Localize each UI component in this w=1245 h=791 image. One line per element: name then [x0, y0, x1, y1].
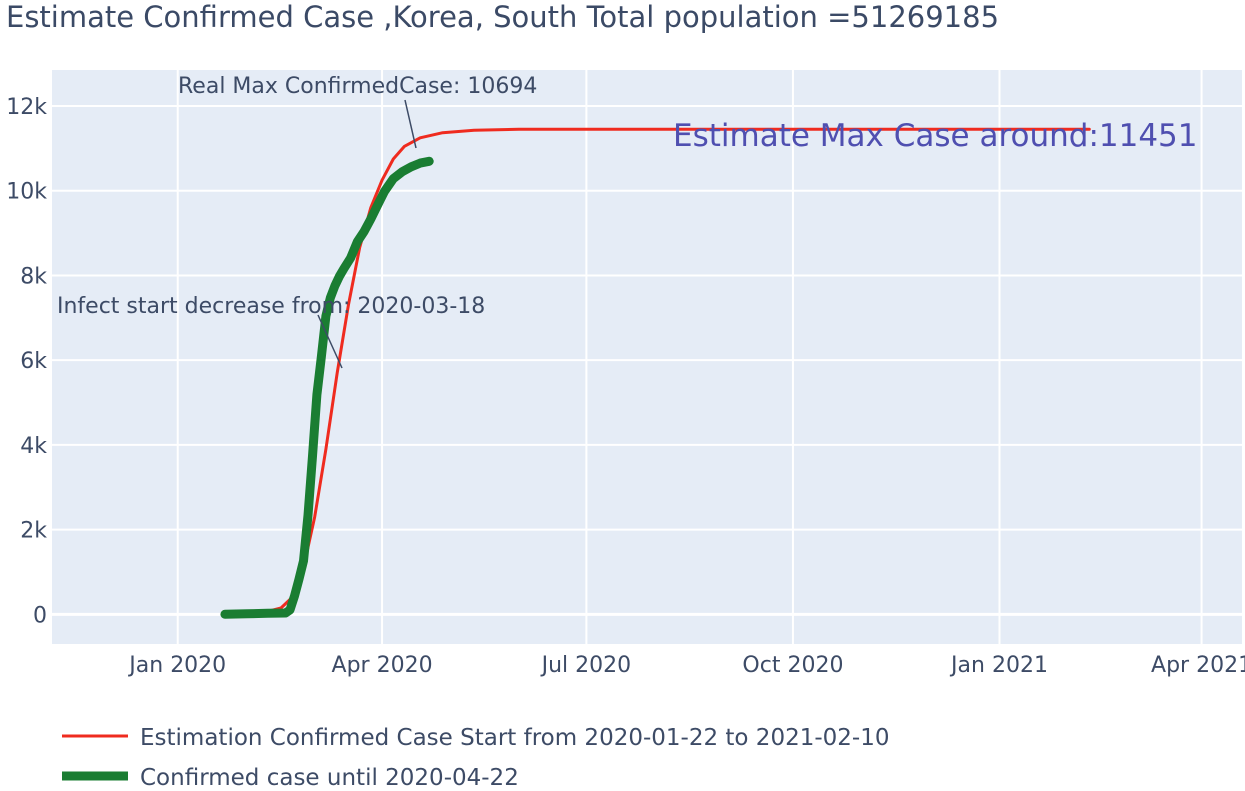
y-tick-label: 10k	[6, 180, 47, 205]
estimate-max-annotation: Estimate Max Case around:11451	[673, 118, 1198, 154]
x-tick-label: Apr 2021	[1151, 653, 1245, 678]
real-max-arrow	[404, 99, 417, 149]
y-tick-label: 6k	[20, 349, 47, 374]
legend-label-confirmed: Confirmed case until 2020-04-22	[140, 765, 519, 791]
confirmed-series-line	[220, 156, 434, 619]
decrease-annotation: Infect start decrease from: 2020-03-18	[57, 294, 485, 319]
x-tick-label: Jul 2020	[540, 653, 632, 678]
x-tick-label: Jan 2020	[127, 653, 226, 678]
x-axis: Jan 2020 Apr 2020 Jul 2020 Oct 2020 Jan 2021…	[127, 653, 1245, 678]
y-tick-label: 4k	[20, 434, 47, 459]
real-max-annotation: Real Max ConfirmedCase: 10694	[178, 74, 537, 99]
legend-label-estimation: Estimation Confirmed Case Start from 202…	[140, 725, 889, 751]
chart-title: Estimate Confirmed Case ,Korea, South To…	[6, 0, 1000, 34]
decrease-arrow	[317, 314, 343, 369]
y-tick-label: 0	[33, 603, 47, 628]
x-tick-label: Apr 2020	[332, 653, 433, 678]
y-tick-label: 2k	[20, 519, 47, 544]
y-tick-label: 12k	[6, 95, 47, 120]
legend: Estimation Confirmed Case Start from 202…	[62, 725, 889, 791]
series-layer	[220, 127, 1091, 619]
plot-background	[52, 70, 1242, 644]
x-tick-label: Jan 2021	[949, 653, 1048, 678]
annotations: Real Max ConfirmedCase: 10694 Infect sta…	[57, 74, 1198, 369]
grid-lines	[52, 70, 1242, 644]
x-tick-label: Oct 2020	[742, 653, 843, 678]
y-tick-label: 8k	[20, 264, 47, 289]
y-axis: 0 2k 4k 6k 8k 10k 12k	[6, 95, 47, 628]
